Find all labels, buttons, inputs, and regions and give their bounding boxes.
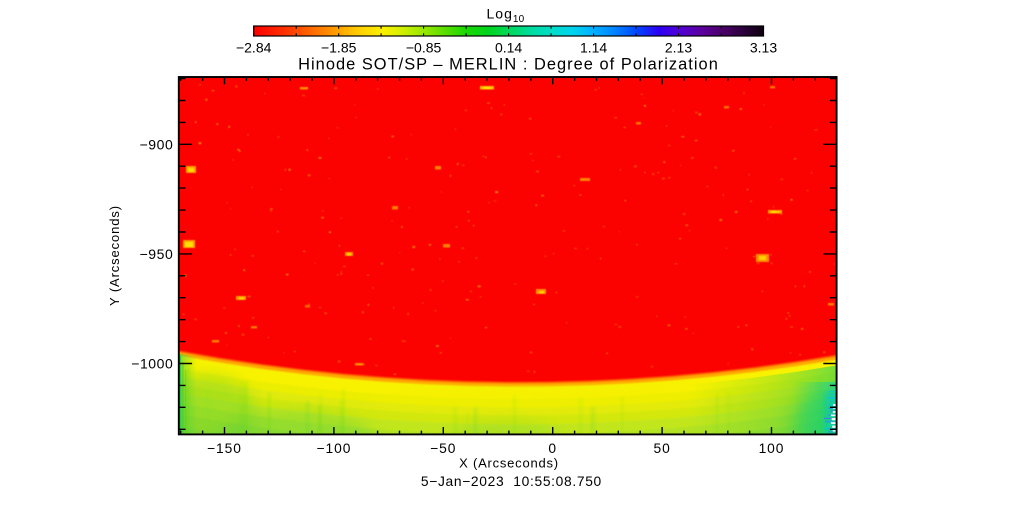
svg-text:−50: −50 <box>430 441 456 456</box>
svg-text:50: 50 <box>653 441 670 456</box>
svg-text:Y (Arcseconds): Y (Arcseconds) <box>107 205 122 306</box>
svg-text:3.13: 3.13 <box>750 39 777 55</box>
svg-text:2.13: 2.13 <box>665 39 692 55</box>
svg-text:−2.84: −2.84 <box>236 39 272 55</box>
svg-text:−100: −100 <box>316 441 351 456</box>
svg-text:−1000: −1000 <box>131 356 173 372</box>
svg-text:0.14: 0.14 <box>495 39 522 55</box>
svg-text:−150: −150 <box>207 441 242 456</box>
svg-text:−0.85: −0.85 <box>406 39 442 55</box>
svg-text:−1.85: −1.85 <box>321 39 357 55</box>
svg-text:0: 0 <box>548 441 557 456</box>
svg-text:1.14: 1.14 <box>580 39 607 55</box>
svg-text:100: 100 <box>759 441 785 456</box>
svg-text:−900: −900 <box>140 136 174 152</box>
svg-text:5−Jan−2023 10:55:08.750: 5−Jan−2023 10:55:08.750 <box>421 474 602 489</box>
svg-text:−950: −950 <box>140 246 174 262</box>
svg-text:X (Arcseconds): X (Arcseconds) <box>459 456 559 471</box>
svg-text:Hinode SOT/SP – MERLIN : Degre: Hinode SOT/SP – MERLIN : Degree of Polar… <box>298 55 719 73</box>
